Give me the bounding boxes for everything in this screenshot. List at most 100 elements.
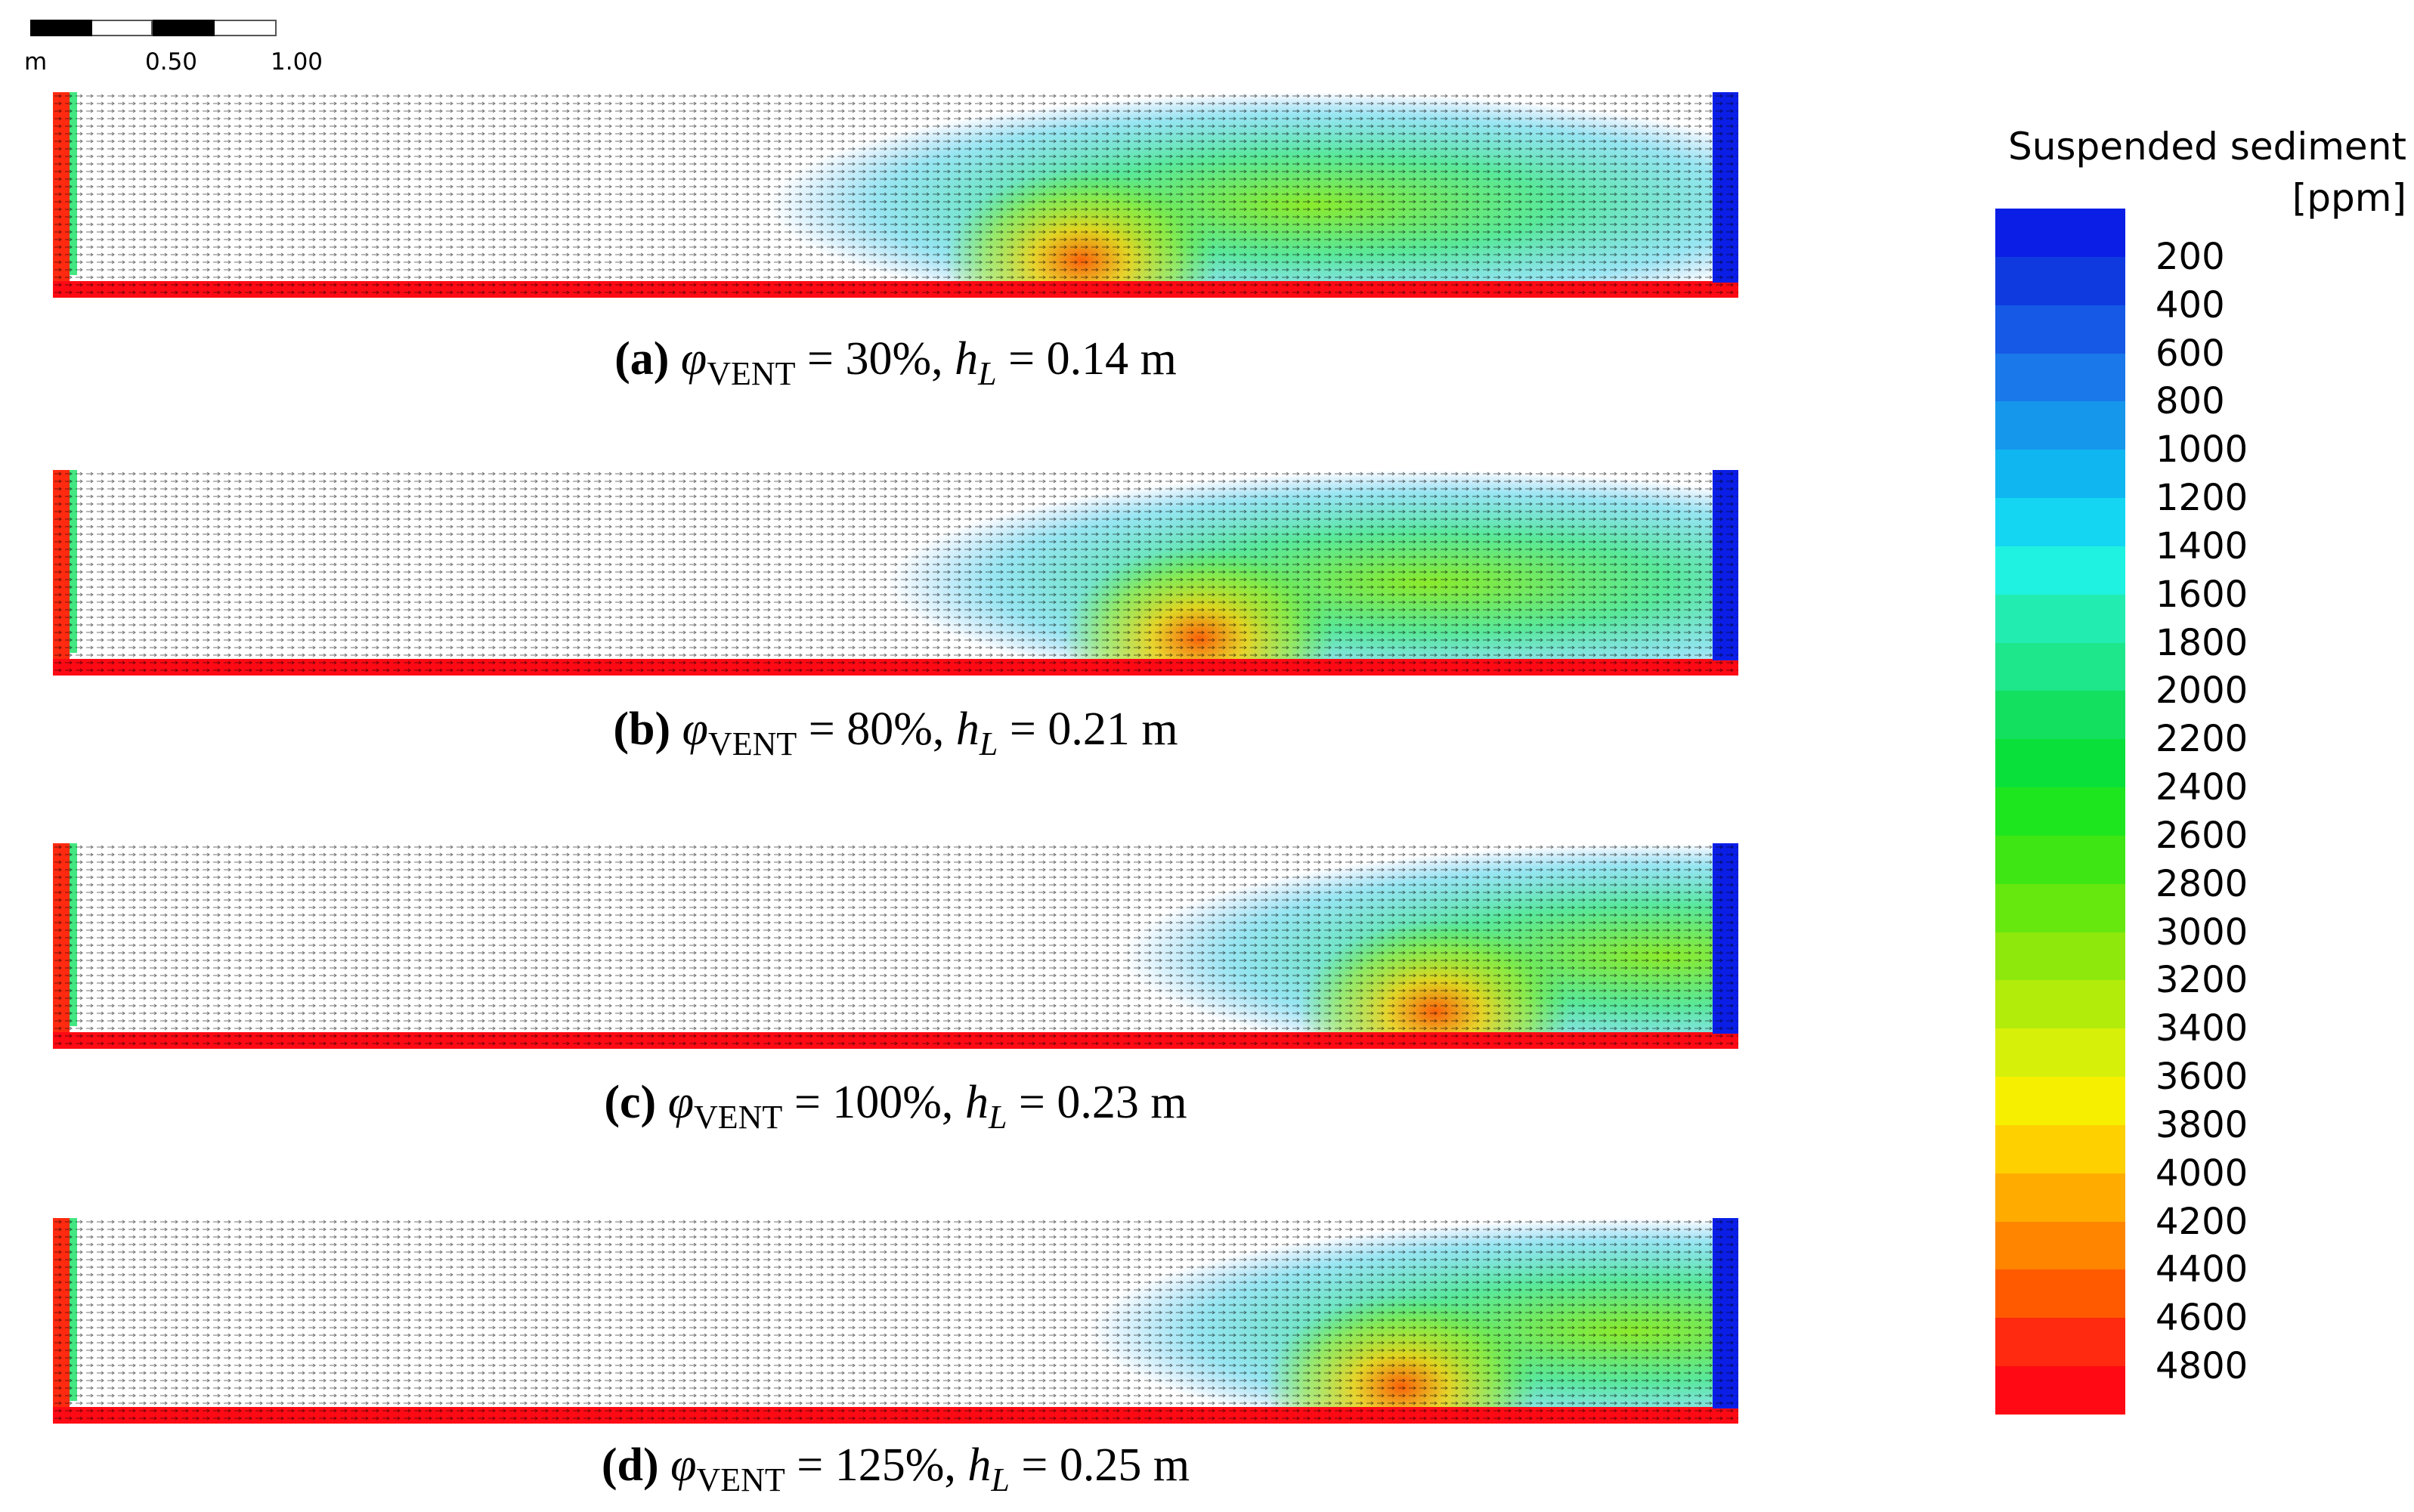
phi-subscript: VENT (694, 1099, 783, 1136)
colorbar-tick-label: 3400 (2156, 1007, 2248, 1050)
colorbar-band (1995, 209, 2125, 258)
velocity-vectors (53, 1218, 1738, 1424)
colorbar-tick-label: 4800 (2156, 1345, 2248, 1388)
panel-letter: (d) (601, 1439, 659, 1491)
colorbar-tick-label: 2200 (2156, 718, 2248, 761)
phi-symbol: φ (667, 1077, 694, 1128)
scale-bar-tick-label: 1.00 (271, 48, 323, 76)
colorbar-band (1995, 546, 2125, 595)
scale-bar-unit: m (24, 48, 48, 76)
phi-symbol: φ (682, 703, 708, 755)
panel-letter: (a) (614, 333, 670, 385)
phi-value: = 80%, (797, 703, 956, 755)
colorbar-title: Suspended sediment [ppm] (2008, 121, 2406, 224)
colorbar-band (1995, 691, 2125, 740)
scale-bar: m 0.50 1.00 (24, 20, 323, 76)
scale-bar-segment (215, 20, 277, 36)
colorbar-tick-label: 1800 (2156, 621, 2248, 664)
colorbar-tick-label: 2000 (2156, 669, 2248, 713)
colorbar-band (1995, 1173, 2125, 1223)
colorbar-band (1995, 1077, 2125, 1126)
h-value: = 0.14 m (996, 333, 1177, 385)
h-symbol: h (964, 1077, 989, 1128)
colorbar-band (1995, 594, 2125, 644)
colorbar-tick-label: 2800 (2156, 862, 2248, 905)
colorbar-band (1995, 1366, 2125, 1415)
scale-bar-segment (30, 20, 92, 36)
colorbar-tick-label: 3200 (2156, 959, 2248, 1002)
h-symbol: h (967, 1439, 992, 1491)
panel-a-plot (53, 92, 1738, 298)
colorbar-band (1995, 1318, 2125, 1367)
colorbar-tick-label: 4600 (2156, 1297, 2248, 1340)
sediment-field-c (53, 843, 1738, 1049)
panel-letter: (c) (604, 1077, 657, 1128)
colorbar-band (1995, 1124, 2125, 1174)
panel-d-caption: (d) φVENT = 125%, hL = 0.25 m (53, 1442, 1738, 1497)
colorbar-band (1995, 932, 2125, 981)
panel-letter: (b) (613, 703, 671, 755)
colorbar-band (1995, 835, 2125, 885)
colorbar-band (1995, 883, 2125, 933)
colorbar-tick-label: 2600 (2156, 814, 2248, 857)
colorbar-band (1995, 498, 2125, 547)
colorbar-title-line: Suspended sediment (2007, 125, 2406, 169)
panel-d-plot (53, 1218, 1738, 1424)
colorbar (1995, 209, 2125, 1415)
panel-b-plot (53, 470, 1738, 676)
colorbar-tick-label: 800 (2156, 380, 2225, 423)
panel-c-caption: (c) φVENT = 100%, hL = 0.23 m (53, 1079, 1738, 1134)
colorbar-tick-label: 4000 (2156, 1152, 2248, 1195)
sediment-field-a (53, 92, 1738, 298)
panel-a-caption: (a) φVENT = 30%, hL = 0.14 m (53, 335, 1738, 391)
sediment-field-b (53, 470, 1738, 676)
phi-subscript: VENT (696, 1461, 785, 1498)
h-value: = 0.23 m (1007, 1077, 1187, 1128)
phi-symbol: φ (670, 1439, 697, 1491)
velocity-vectors (53, 470, 1738, 676)
colorbar-tick-label: 4200 (2156, 1200, 2248, 1243)
colorbar-band (1995, 1028, 2125, 1078)
panel-c-plot (53, 843, 1738, 1049)
colorbar-band (1995, 1269, 2125, 1319)
colorbar-band (1995, 642, 2125, 691)
phi-subscript: VENT (707, 355, 796, 392)
colorbar-tick-label: 400 (2156, 283, 2225, 326)
colorbar-tick-label: 4400 (2156, 1248, 2248, 1291)
h-subscript: L (988, 1099, 1007, 1136)
h-value: = 0.21 m (998, 703, 1178, 755)
colorbar-band (1995, 256, 2125, 306)
scale-bar-segment (153, 20, 215, 36)
colorbar-band (1995, 401, 2125, 450)
colorbar-band (1995, 450, 2125, 499)
colorbar-tick-label: 200 (2156, 235, 2225, 278)
h-subscript: L (979, 725, 998, 762)
colorbar-band (1995, 353, 2125, 402)
h-value: = 0.25 m (1009, 1439, 1190, 1491)
phi-subscript: VENT (707, 725, 797, 762)
phi-symbol: φ (680, 333, 707, 385)
h-symbol: h (955, 333, 979, 385)
h-symbol: h (955, 703, 980, 755)
colorbar-tick-label: 3800 (2156, 1103, 2248, 1146)
velocity-vectors (53, 92, 1738, 298)
colorbar-tick-label: 1400 (2156, 524, 2248, 567)
colorbar-tick-label: 1600 (2156, 573, 2248, 616)
colorbar-tick-label: 600 (2156, 332, 2225, 375)
colorbar-band (1995, 787, 2125, 836)
colorbar-tick-label: 3600 (2156, 1056, 2248, 1099)
scale-bar-tick-label: 0.50 (145, 48, 198, 76)
phi-value: = 30%, (795, 333, 955, 385)
phi-value: = 100%, (782, 1077, 965, 1128)
colorbar-tick-label: 2400 (2156, 766, 2248, 809)
h-subscript: L (978, 355, 997, 392)
scale-bar-segment (92, 20, 153, 36)
velocity-vectors (53, 843, 1738, 1049)
colorbar-band (1995, 739, 2125, 788)
sediment-field-d (53, 1218, 1738, 1424)
colorbar-band (1995, 305, 2125, 354)
colorbar-band (1995, 980, 2125, 1029)
colorbar-tick-label: 1000 (2156, 428, 2248, 472)
colorbar-unit: [ppm] (2292, 176, 2406, 220)
colorbar-tick-label: 1200 (2156, 477, 2248, 520)
